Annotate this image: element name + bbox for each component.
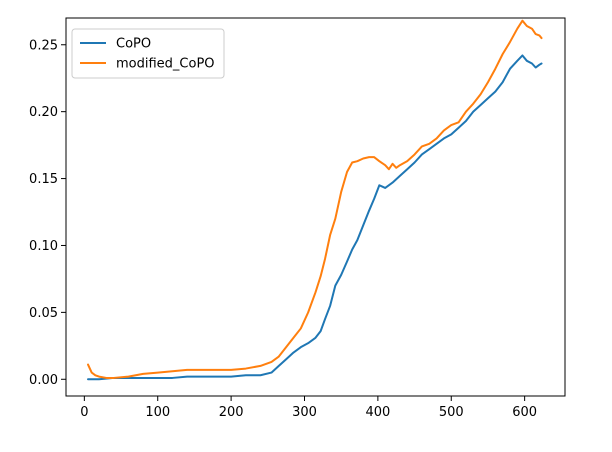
y-tick-label: 0.25 [29,38,58,53]
series-layer [87,19,543,381]
legend-label-copo: CoPO [116,37,151,52]
x-tick-label: 0 [80,405,88,420]
x-tick-label: 200 [219,405,244,420]
y-tick-label: 0.05 [29,306,58,321]
x-tick-label: 400 [365,405,390,420]
x-tick-label: 500 [439,405,464,420]
series-line-copo [87,54,543,381]
y-axis: 0.00 0.05 0.10 0.15 0.20 0.25 [29,38,66,388]
x-tick-label: 300 [292,405,317,420]
x-tick-label: 100 [145,405,170,420]
x-axis: 0 100 200 300 400 500 600 [80,396,537,420]
y-tick-label: 0.00 [29,373,58,388]
series-line-modified-copo [87,19,543,379]
y-tick-label: 0.20 [29,105,58,120]
legend: CoPO modified_CoPO [71,28,225,79]
y-tick-label: 0.15 [29,172,58,187]
x-tick-label: 600 [512,405,537,420]
y-tick-label: 0.10 [29,239,58,254]
legend-label-modified-copo: modified_CoPO [116,57,215,72]
legend-box [71,28,225,79]
plot-frame [65,17,566,397]
